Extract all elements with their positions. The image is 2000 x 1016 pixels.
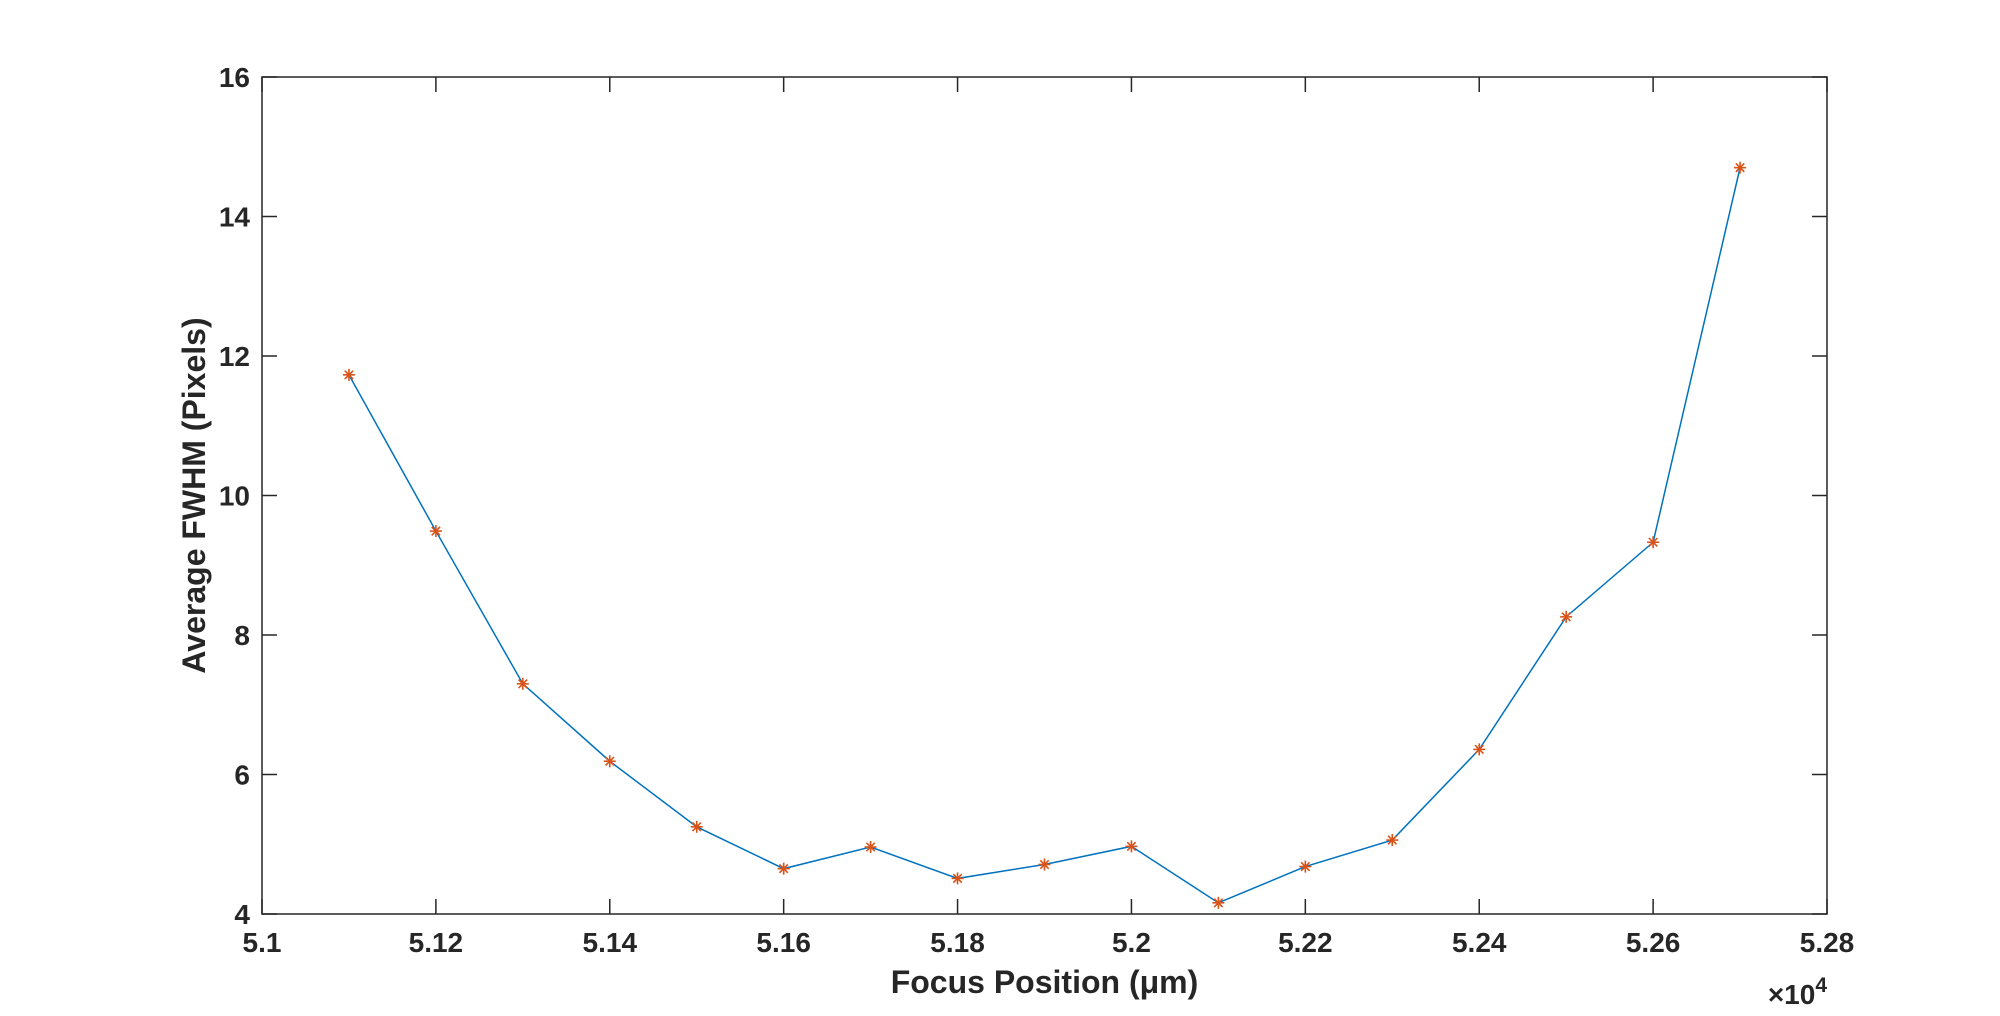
data-point-marker [1212,896,1225,909]
data-point-marker [1560,610,1573,623]
y-tick-label: 14 [219,202,251,233]
y-tick-label: 10 [219,481,250,512]
data-point-marker [429,525,442,538]
data-point-marker [1125,840,1138,853]
x-tick-label: 5.1 [243,927,282,958]
y-tick-label: 8 [234,620,250,651]
y-tick-label: 12 [219,341,250,372]
x-axis-ticks: 5.1 5.12 5.14 5.16 5.18 5.2 5.22 5.24 5.26 5.28 [243,77,1855,958]
data-point-marker [1473,743,1486,756]
y-axis-ticks: 4 6 8 10 12 14 16 [219,62,1827,930]
data-point-marker [603,755,616,768]
y-tick-label: 4 [234,899,250,930]
y-axis-label: Average FWHM (Pixels) [176,317,212,673]
data-point-marker [1647,536,1660,549]
data-point-marker [1299,860,1312,873]
data-point-marker [342,368,355,381]
data-point-marker [516,677,529,690]
x-tick-label: 5.16 [756,927,811,958]
y-tick-label: 16 [219,62,250,93]
x-tick-label: 5.14 [583,927,638,958]
data-point-marker [1038,858,1051,871]
y-tick-label: 6 [234,760,250,791]
plot-frame [261,76,1828,915]
x-tick-label: 5.28 [1800,927,1855,958]
x-tick-label: 5.24 [1452,927,1507,958]
data-point-marker [690,820,703,833]
x-tick-label: 5.26 [1626,927,1681,958]
data-point-marker [1386,834,1399,847]
x-axis-multiplier: ×104 [1768,974,1828,1010]
x-axis-label: Focus Position (μm) [891,964,1199,1000]
series-layer [342,161,1747,909]
data-point-marker [951,872,964,885]
data-point-marker [1734,161,1747,174]
data-point-marker [777,862,790,875]
x-axis-multiplier-base: ×10 [1768,979,1816,1010]
data-point-marker [864,841,877,854]
x-tick-label: 5.22 [1278,927,1333,958]
x-axis-multiplier-exponent: 4 [1815,974,1827,997]
x-tick-label: 5.2 [1112,927,1151,958]
x-tick-label: 5.12 [409,927,464,958]
x-tick-label: 5.18 [930,927,985,958]
plot-area: 5.1 5.12 5.14 5.16 5.18 5.2 5.22 5.24 5.26 5.28 4… [219,62,1854,958]
